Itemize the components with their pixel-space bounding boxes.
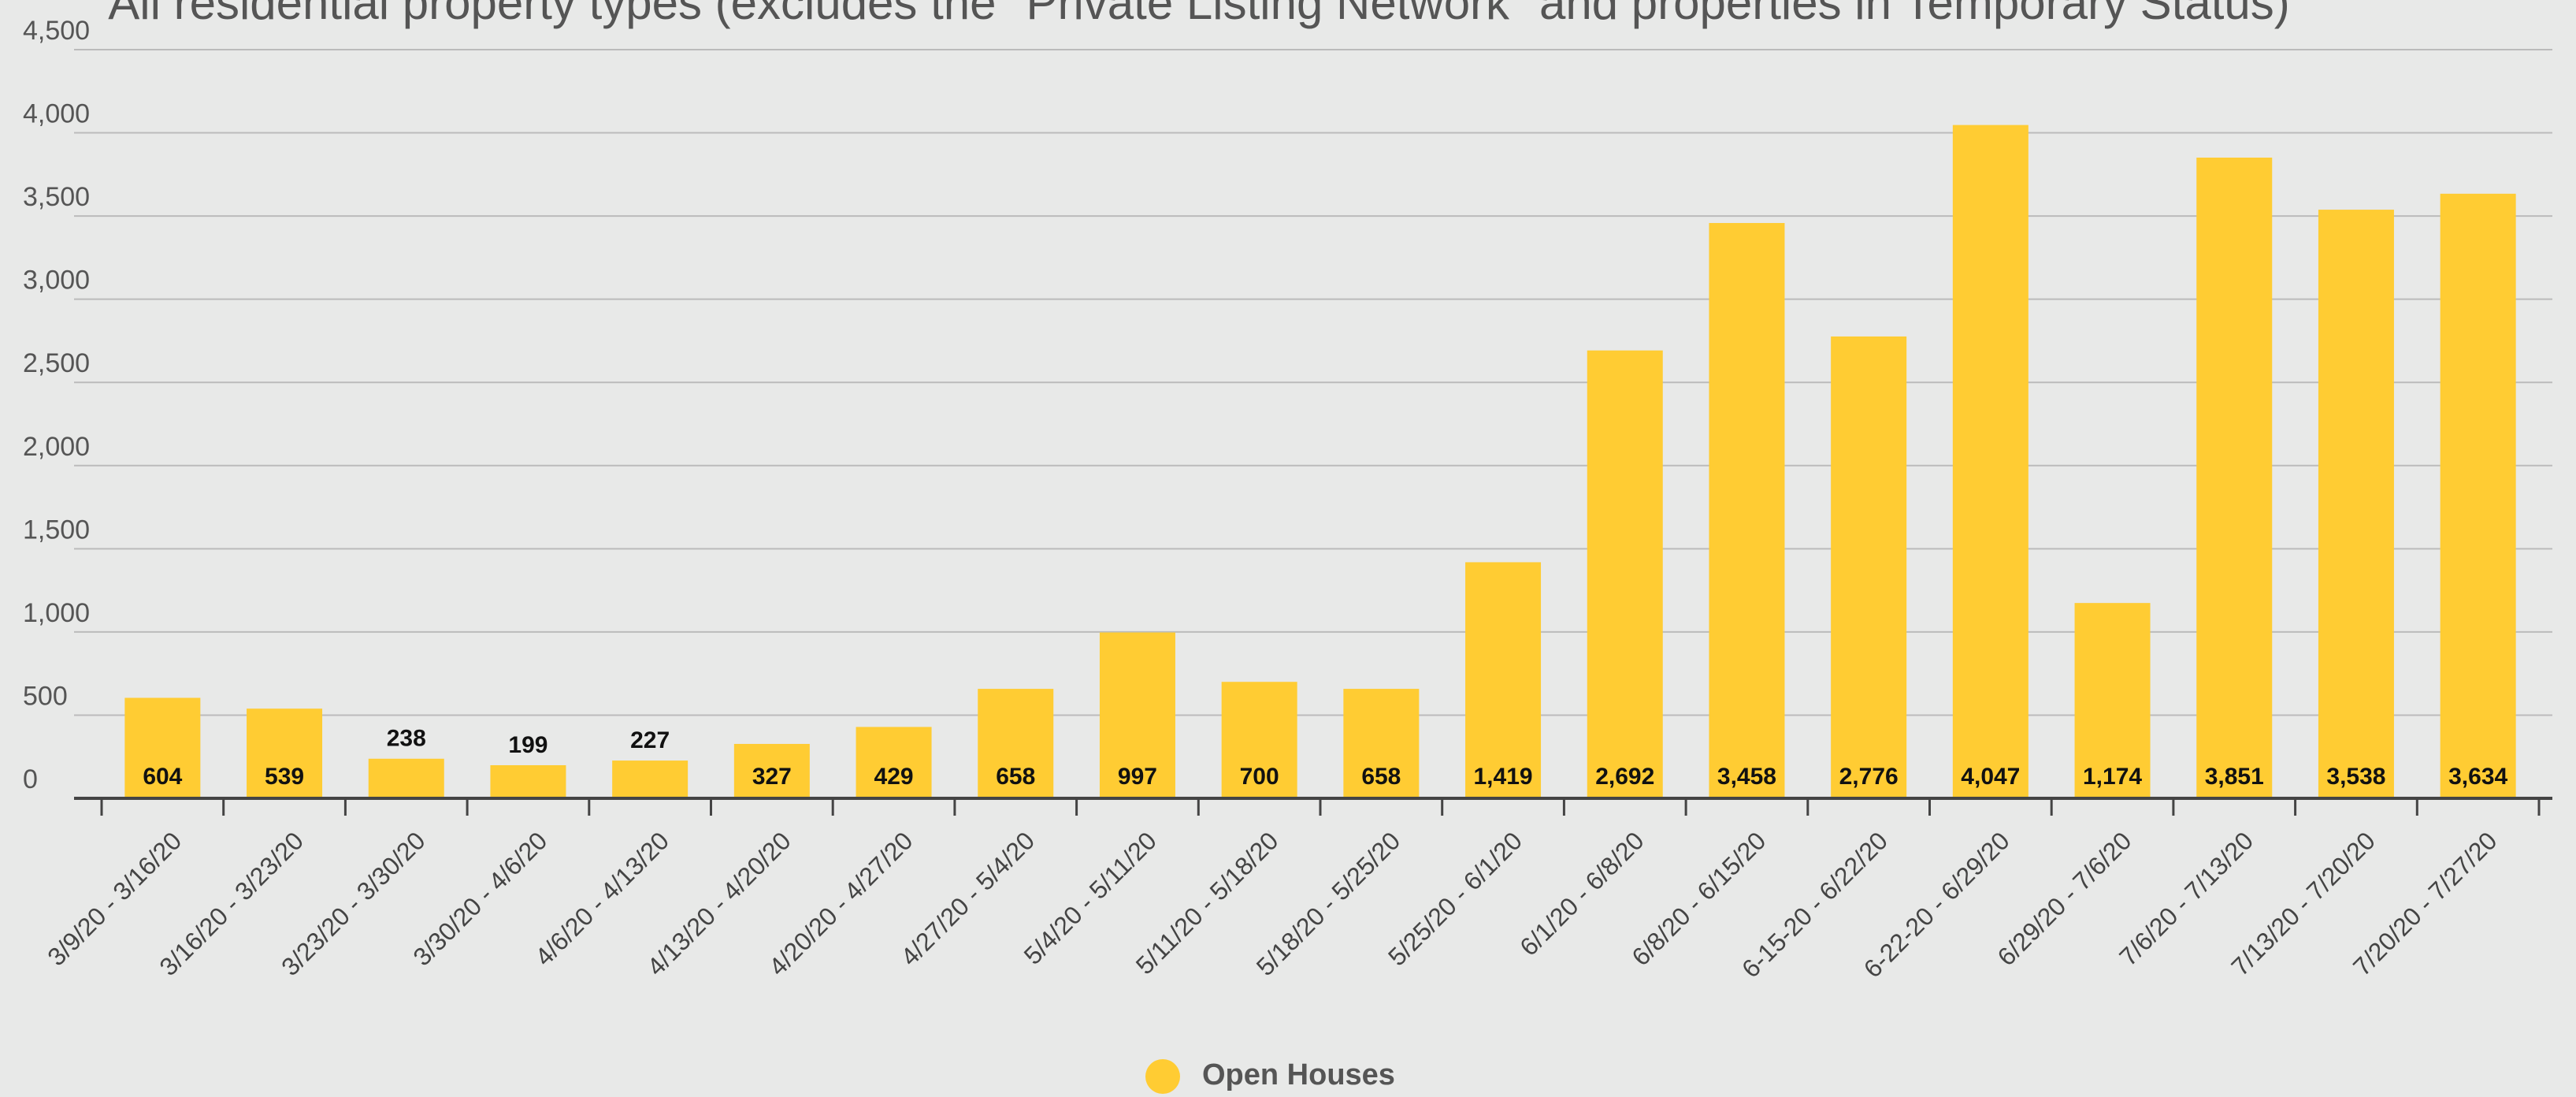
data-label: 2,692 [1595, 764, 1654, 790]
bar [2440, 193, 2516, 799]
bar [2074, 603, 2151, 798]
y-tick-label: 1,500 [23, 515, 90, 545]
data-label: 539 [265, 764, 304, 790]
data-label: 227 [630, 727, 670, 753]
data-label: 4,047 [1961, 764, 2020, 790]
data-label: 429 [874, 764, 914, 790]
bar [2318, 210, 2394, 799]
chart-title: All residential property types (excludes… [108, 0, 2289, 29]
bar [978, 689, 1054, 798]
data-label: 2,776 [1839, 764, 1899, 790]
y-tick-label: 3,000 [23, 266, 90, 296]
y-tick-label: 0 [23, 764, 38, 794]
bar [1465, 562, 1542, 798]
data-label: 997 [1118, 764, 1157, 790]
y-tick-label: 3,500 [23, 182, 90, 212]
bar [1343, 689, 1420, 798]
bar [1221, 682, 1297, 798]
y-tick-label: 2,000 [23, 432, 90, 462]
y-tick-label: 4,000 [23, 99, 90, 129]
x-tick-label: 6/1/20 - 6/8/20 [1514, 826, 1649, 961]
bar [124, 697, 201, 798]
bar [1709, 222, 1785, 798]
bar [2196, 158, 2273, 798]
data-label: 238 [387, 726, 426, 752]
data-label: 199 [508, 732, 547, 758]
bar [247, 708, 323, 798]
bar [1831, 336, 1907, 798]
data-label: 1,419 [1474, 764, 1533, 790]
legend-marker [1145, 1059, 1180, 1094]
bar [490, 764, 566, 798]
data-label: 1,174 [2083, 764, 2142, 790]
x-tick-label: 5/4/20 - 5/11/20 [1019, 826, 1162, 969]
data-label: 604 [143, 764, 182, 790]
data-label: 3,851 [2205, 764, 2264, 790]
y-tick-label: 4,500 [23, 16, 90, 46]
bar [856, 727, 932, 798]
data-label: 658 [996, 764, 1035, 790]
data-label: 658 [1361, 764, 1401, 790]
data-label: 3,634 [2448, 764, 2507, 790]
x-tick-label: 5/25/20 - 6/1/20 [1383, 826, 1527, 971]
data-label: 327 [752, 764, 792, 790]
y-tick-label: 500 [23, 681, 68, 711]
bar [1587, 350, 1663, 798]
data-label: 3,458 [1717, 764, 1776, 790]
bar [733, 743, 810, 798]
legend-label: Open Houses [1202, 1058, 1395, 1091]
y-tick-label: 1,000 [23, 598, 90, 628]
bar [1099, 632, 1175, 798]
data-label: 700 [1240, 764, 1279, 790]
y-tick-label: 2,500 [23, 348, 90, 378]
data-label: 3,538 [2326, 764, 2385, 790]
bar [612, 760, 689, 798]
bar [368, 758, 444, 798]
bar [1952, 125, 2029, 799]
